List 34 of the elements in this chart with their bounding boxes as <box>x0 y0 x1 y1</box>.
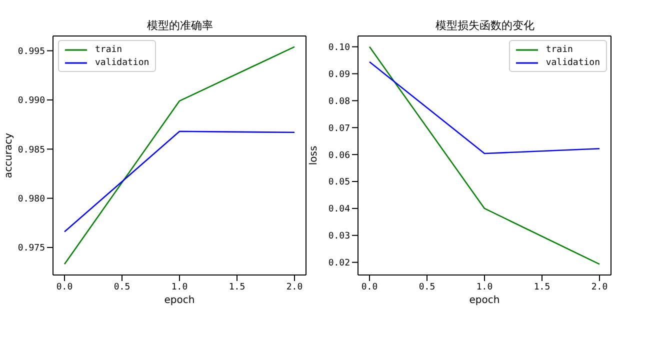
y-tick-label: 0.10 <box>328 42 350 53</box>
y-tick-label: 0.975 <box>18 244 45 254</box>
x-tick-label: 0.5 <box>114 282 130 292</box>
y-tick-label: 0.08 <box>328 96 350 107</box>
y-tick-label: 0.02 <box>328 258 350 269</box>
y-axis-title: accuracy <box>4 132 14 178</box>
x-tick-label: 1.5 <box>228 282 246 292</box>
x-tick-label: 1.0 <box>476 282 493 292</box>
x-tick-label: 1.0 <box>171 282 188 292</box>
x-tick-label: 0.0 <box>56 282 73 292</box>
y-tick-label: 0.995 <box>18 46 45 57</box>
x-tick-label: 0.5 <box>418 282 436 292</box>
y-tick-label: 0.980 <box>18 194 45 204</box>
x-tick-label: 0.0 <box>361 282 378 292</box>
chart-title: 模型损失函数的变化 <box>434 18 536 33</box>
legend-label: validation <box>95 58 150 68</box>
y-tick-label: 0.985 <box>18 145 45 156</box>
y-tick-label: 0.06 <box>328 150 350 161</box>
y-tick-label: 0.07 <box>328 124 350 134</box>
x-axis-title: epoch <box>164 295 195 306</box>
x-tick-label: 2.0 <box>591 282 608 292</box>
y-tick-label: 0.05 <box>328 178 350 188</box>
y-axis-title: loss <box>308 146 320 166</box>
legend-label: train <box>546 44 573 54</box>
x-tick-label: 2.0 <box>286 282 303 292</box>
legend-label: train <box>95 44 122 54</box>
x-tick-label: 1.5 <box>534 282 550 292</box>
chart-title: 模型的准确率 <box>146 18 214 33</box>
y-tick-label: 0.990 <box>18 96 45 106</box>
legend-label: validation <box>546 58 600 68</box>
y-tick-label: 0.04 <box>328 204 350 215</box>
x-axis-title: epoch <box>469 295 500 306</box>
y-tick-label: 0.09 <box>328 70 350 80</box>
y-tick-label: 0.03 <box>328 232 350 242</box>
